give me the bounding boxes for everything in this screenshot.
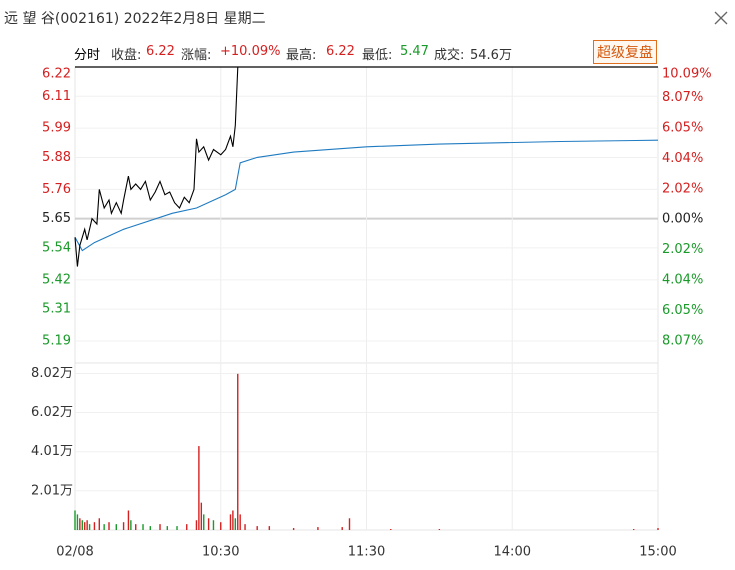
volume-bar: [166, 526, 169, 530]
volume-tick-label: 6.02万: [31, 405, 73, 420]
value: 5.47: [400, 44, 429, 59]
volume-bar: [390, 529, 392, 530]
value: 54.6万: [470, 48, 512, 63]
replay-button[interactable]: 超级复盘: [593, 40, 657, 64]
y-tick-label: 6.22: [42, 67, 71, 82]
value: 6.22: [326, 44, 355, 59]
y2-tick-label: 8.07%: [662, 90, 703, 105]
price-line: [74, 66, 658, 267]
volume-bar: [317, 527, 319, 530]
volume-bar: [244, 524, 246, 530]
label: 最高:: [286, 48, 317, 63]
volume-bar: [200, 502, 203, 530]
volume-bar: [198, 446, 200, 530]
volume-bar: [108, 522, 110, 530]
x-tick-label: 10:30: [202, 545, 239, 560]
x-tick-label: 02/08: [56, 545, 93, 560]
y2-tick-label: 6.05%: [662, 303, 703, 318]
y-tick-label: 5.65: [42, 211, 71, 226]
volume-bar: [348, 518, 351, 530]
y-tick-label: 5.31: [42, 302, 71, 317]
y2-tick-label: 6.05%: [662, 120, 703, 135]
volume-bar: [115, 524, 117, 530]
volume-bar: [234, 518, 237, 530]
volume-bar: [135, 524, 137, 530]
volume-bar: [229, 514, 232, 530]
label: 成交:: [434, 48, 465, 63]
volume-bar: [86, 520, 88, 530]
volume-bar: [657, 528, 659, 530]
y2-tick-label: 2.02%: [662, 181, 703, 196]
volume-tick-label: 8.02万: [31, 366, 73, 381]
average-line: [74, 139, 659, 252]
volume-bar: [159, 524, 161, 530]
volume-bar: [127, 510, 130, 530]
y2-tick-label: 0.00%: [662, 212, 703, 227]
volume-bar: [633, 529, 635, 530]
mode: 分时: [74, 48, 101, 63]
label: 涨幅:: [181, 48, 212, 63]
volume-bar: [93, 522, 96, 530]
volume-bar: [76, 514, 79, 530]
volume-bar: [203, 514, 205, 530]
volume-bar: [207, 518, 210, 530]
volume-bar: [122, 522, 125, 530]
y2-tick-label: 2.02%: [662, 242, 703, 257]
volume-bar: [84, 522, 86, 530]
volume-bar: [81, 520, 83, 530]
y-tick-label: 6.11: [42, 89, 71, 104]
volume-bar: [195, 520, 198, 530]
value: +10.09%: [220, 44, 281, 59]
volume-bar: [341, 527, 343, 530]
close-button[interactable]: [713, 10, 729, 26]
volume-bar: [98, 518, 100, 530]
volume-bar: [212, 520, 215, 530]
title: 远 望 谷(002161) 2022年2月8日 星期二: [4, 11, 266, 27]
volume-bar: [142, 524, 144, 530]
volume-bar: [130, 520, 132, 530]
x-tick-label: 11:30: [348, 545, 385, 560]
y2-tick-label: 8.07%: [662, 334, 703, 349]
volume-bar: [74, 510, 76, 530]
label: 收盘:: [111, 48, 142, 63]
y-tick-label: 5.99: [42, 121, 71, 136]
volume-tick-label: 2.01万: [31, 483, 73, 498]
y2-tick-label: 10.09%: [662, 67, 712, 82]
volume-bar: [256, 526, 258, 530]
volume-bar: [239, 514, 241, 530]
y-tick-label: 5.42: [42, 272, 71, 287]
value: 6.22: [146, 44, 175, 59]
volume-bar: [88, 524, 91, 530]
y2-tick-label: 4.04%: [662, 151, 703, 166]
volume-bar: [237, 373, 239, 530]
y2-tick-label: 4.04%: [662, 273, 703, 288]
volume-bar: [232, 510, 234, 530]
volume-bar: [79, 518, 81, 530]
volume-bar: [292, 528, 295, 530]
volume-bar: [220, 522, 222, 530]
volume-bar: [176, 526, 178, 530]
volume-bar: [103, 524, 105, 530]
volume-tick-label: 4.01万: [31, 444, 73, 459]
y-tick-label: 5.76: [42, 182, 71, 197]
x-tick-label: 15:00: [639, 545, 676, 560]
label: 最低:: [362, 48, 393, 63]
volume-bar: [438, 529, 441, 530]
x-tick-label: 14:00: [494, 545, 531, 560]
volume-bar: [186, 524, 188, 530]
y-tick-label: 5.19: [42, 334, 71, 349]
volume-bar: [268, 526, 271, 530]
volume-bar: [149, 526, 152, 530]
y-tick-label: 5.88: [42, 150, 71, 165]
y-tick-label: 5.54: [42, 240, 71, 255]
